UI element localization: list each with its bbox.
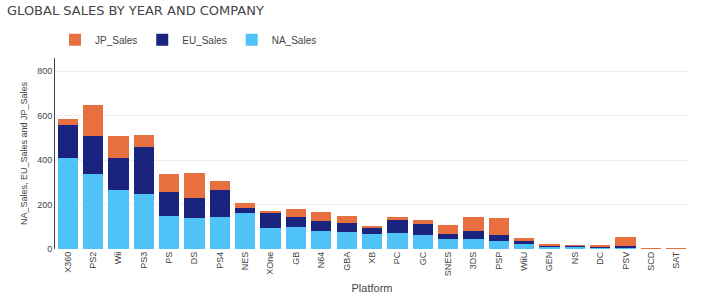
svg-text:GEN: GEN xyxy=(544,252,554,272)
svg-text:XOne: XOne xyxy=(265,252,275,275)
svg-text:SCD: SCD xyxy=(646,251,656,271)
svg-text:PC: PC xyxy=(392,251,402,264)
svg-text:NES: NES xyxy=(240,252,250,271)
svg-text:PS3: PS3 xyxy=(139,252,149,269)
svg-text:JP_Sales: JP_Sales xyxy=(95,35,137,46)
svg-text:3DS: 3DS xyxy=(468,252,478,270)
svg-text:Platform: Platform xyxy=(352,282,393,294)
svg-text:GC: GC xyxy=(418,251,428,265)
svg-text:200: 200 xyxy=(37,200,52,210)
svg-text:X360: X360 xyxy=(63,252,73,273)
svg-text:GBA: GBA xyxy=(342,252,352,271)
svg-text:NS: NS xyxy=(570,252,580,265)
svg-text:NA_Sales, EU_Sales and JP_Sale: NA_Sales, EU_Sales and JP_Sales xyxy=(19,81,29,225)
svg-text:GLOBAL SALES BY YEAR AND COMPA: GLOBAL SALES BY YEAR AND COMPANY xyxy=(7,3,264,18)
svg-text:PS: PS xyxy=(164,252,174,264)
svg-text:600: 600 xyxy=(37,111,52,121)
svg-text:SNES: SNES xyxy=(443,252,453,277)
svg-text:EU_Sales: EU_Sales xyxy=(182,35,226,46)
svg-text:PSP: PSP xyxy=(494,252,504,270)
svg-text:NA_Sales: NA_Sales xyxy=(272,35,316,46)
svg-text:800: 800 xyxy=(37,66,52,76)
svg-text:Wii: Wii xyxy=(113,252,123,264)
svg-text:0: 0 xyxy=(47,244,52,254)
svg-text:XB: XB xyxy=(367,252,377,264)
svg-text:N64: N64 xyxy=(316,252,326,269)
svg-text:PS4: PS4 xyxy=(215,252,225,269)
svg-text:GB: GB xyxy=(291,252,301,265)
svg-text:DS: DS xyxy=(189,252,199,265)
svg-text:WiiU: WiiU xyxy=(519,252,529,271)
svg-text:DC: DC xyxy=(595,251,605,264)
svg-text:PS2: PS2 xyxy=(88,252,98,269)
svg-text:400: 400 xyxy=(37,155,52,165)
svg-text:PSV: PSV xyxy=(621,252,631,270)
svg-text:SAT: SAT xyxy=(671,251,681,268)
